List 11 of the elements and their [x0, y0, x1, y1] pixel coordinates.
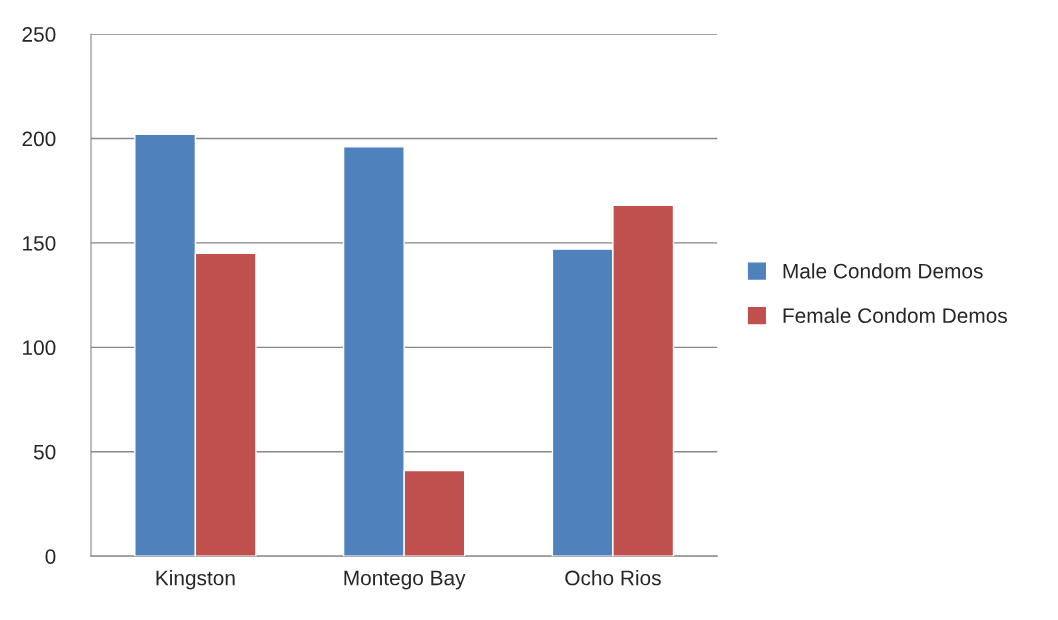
- y-tick-label: 200: [22, 131, 56, 147]
- y-tick-label: 0: [45, 549, 56, 564]
- y-tick-label: 250: [22, 27, 56, 42]
- y-tick-label: 100: [23, 340, 56, 356]
- x-tick-label: Kingston: [156, 570, 235, 590]
- x-tick-label: Montego Bay: [344, 570, 466, 590]
- legend-label: Female Condom Demos: [783, 307, 1007, 324]
- legend-label: Male Condom Demos: [783, 263, 983, 279]
- x-tick-label: Ocho Rios: [565, 570, 661, 586]
- y-tick-label: 150: [23, 235, 56, 251]
- y-tick-label: 50: [33, 444, 56, 460]
